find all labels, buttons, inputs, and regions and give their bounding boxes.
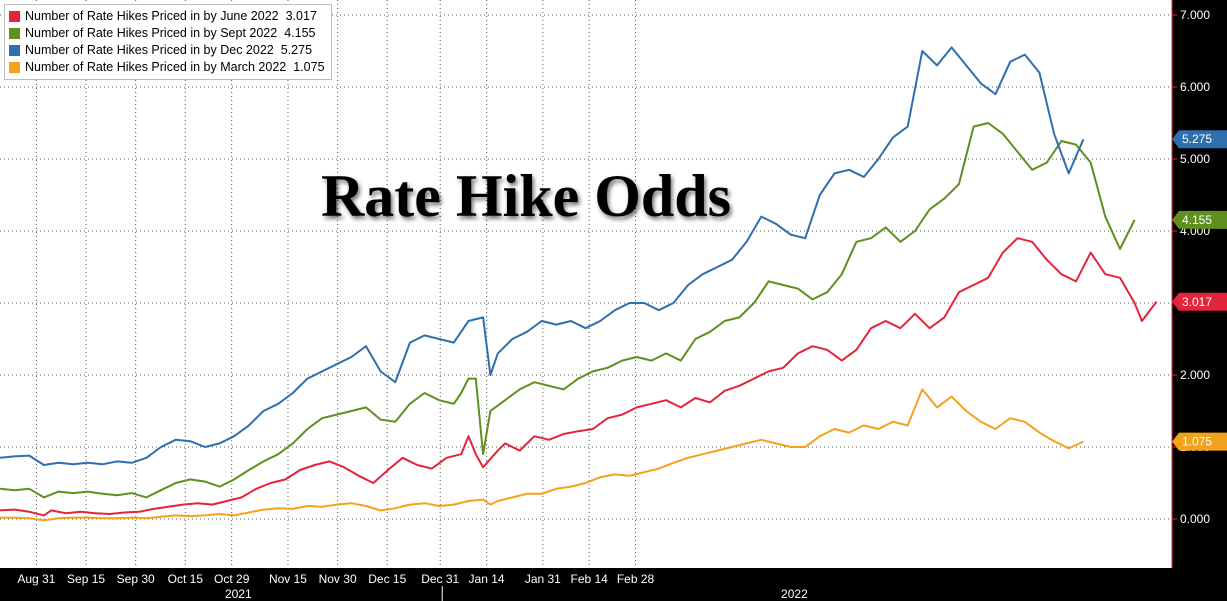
x-tick-label: Oct 15 — [168, 572, 204, 586]
x-tick-label: Nov 30 — [319, 572, 357, 586]
legend-value-march: 1.075 — [293, 60, 325, 74]
series-line-0 — [0, 237, 1158, 517]
x-tick-label: Dec 15 — [368, 572, 406, 586]
last-value-label: 1.075 — [1182, 435, 1212, 449]
x-tick-label: Oct 29 — [214, 572, 250, 586]
x-tick-label: Dec 31 — [421, 572, 459, 586]
last-value-label: 5.275 — [1182, 132, 1212, 146]
legend: Number of Rate Hikes Priced in by June 2… — [4, 4, 332, 80]
last-value-tag — [1172, 130, 1227, 149]
legend-swatch-dec — [9, 45, 20, 56]
last-value-tag — [1172, 292, 1227, 311]
legend-label-sept: Number of Rate Hikes Priced in by Sept 2… — [25, 26, 278, 40]
last-value-label: 4.155 — [1182, 213, 1212, 227]
x-year-label: 2022 — [781, 587, 808, 601]
legend-value-june: 3.017 — [285, 9, 317, 23]
legend-swatch-march — [9, 62, 20, 73]
legend-item-march: Number of Rate Hikes Priced in by March … — [9, 59, 325, 76]
legend-item-dec: Number of Rate Hikes Priced in by Dec 20… — [9, 42, 325, 59]
series-line-1 — [0, 122, 1136, 499]
x-year-label: 2021 — [225, 587, 252, 601]
legend-item-june: Number of Rate Hikes Priced in by June 2… — [9, 8, 325, 25]
y-tick-label: 5.000 — [1180, 152, 1210, 166]
series-line-2 — [0, 46, 1085, 466]
x-tick-label: Sep 30 — [117, 572, 155, 586]
y-tick-label: 6.000 — [1180, 80, 1210, 94]
last-value-tag — [1172, 210, 1227, 229]
legend-swatch-sept — [9, 28, 20, 39]
legend-value-sept: 4.155 — [284, 26, 316, 40]
x-tick-label: Aug 31 — [17, 572, 55, 586]
last-value-tag — [1172, 432, 1227, 451]
y-tick-label: 0.000 — [1180, 512, 1210, 526]
x-tick-label: Nov 15 — [269, 572, 307, 586]
x-tick-label: Feb 28 — [617, 572, 655, 586]
series-line-3 — [0, 388, 1084, 522]
last-value-label: 3.017 — [1182, 295, 1212, 309]
x-tick-label: Jan 31 — [525, 572, 561, 586]
x-tick-label: Jan 14 — [469, 572, 505, 586]
legend-item-sept: Number of Rate Hikes Priced in by Sept 2… — [9, 25, 325, 42]
legend-label-june: Number of Rate Hikes Priced in by June 2… — [25, 9, 279, 23]
y-tick-label: 2.000 — [1180, 368, 1210, 382]
legend-swatch-june — [9, 11, 20, 22]
y-tick-label: 7.000 — [1180, 8, 1210, 22]
x-tick-label: Sep 15 — [67, 572, 105, 586]
legend-value-dec: 5.275 — [280, 43, 313, 57]
legend-label-dec: Number of Rate Hikes Priced in by Dec 20… — [25, 43, 274, 57]
legend-label-march: Number of Rate Hikes Priced in by March … — [25, 60, 287, 74]
x-tick-label: Feb 14 — [571, 572, 609, 586]
